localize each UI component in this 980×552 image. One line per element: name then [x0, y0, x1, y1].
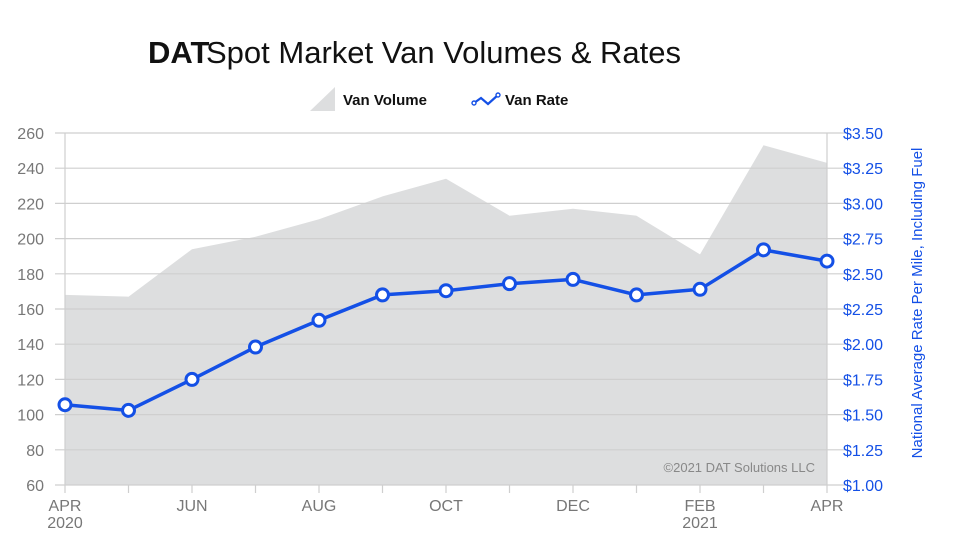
- y-right-tick-label: $3.50: [843, 126, 883, 143]
- van-rate-point: [692, 281, 708, 297]
- x-tick-label: APR: [811, 498, 844, 515]
- chart-title: DAT Spot Market Van Volumes & Rates: [148, 35, 681, 70]
- y-left-tick-label: 140: [17, 337, 44, 354]
- y-right-tick-label: $2.25: [843, 302, 883, 319]
- y-right-tick-label: $3.00: [843, 196, 883, 213]
- legend-item-van-rate[interactable]: Van Rate: [471, 92, 568, 109]
- x-tick-label: FEB 2021: [682, 498, 718, 532]
- x-tick-label: APR 2020: [47, 498, 83, 532]
- chart-title-brand: DAT: [148, 35, 209, 70]
- x-tick-label: DEC: [556, 498, 590, 515]
- van-rate-point: [248, 339, 263, 355]
- y-left-tick-label: 260: [17, 126, 44, 143]
- y-right-tick-label: $1.75: [843, 372, 883, 389]
- copyright-credit: ©2021 DAT Solutions LLC: [664, 460, 815, 475]
- y-right-tick-label: $1.50: [843, 408, 883, 425]
- y-left-tick-label: 180: [17, 267, 44, 284]
- y-right-tick-label: $2.50: [843, 267, 883, 284]
- legend-label-van-volume: Van Volume: [343, 92, 427, 109]
- y-left-tick-label: 200: [17, 232, 44, 249]
- van-rate-point: [311, 312, 327, 328]
- y-right-tick-label: $1.00: [843, 478, 883, 495]
- x-tick-label: AUG: [302, 498, 337, 515]
- y-axis-right-label: National Average Rate Per Mile, Includin…: [909, 148, 926, 459]
- chart-title-text: Spot Market Van Volumes & Rates: [206, 35, 681, 70]
- y-left-tick-label: 80: [26, 443, 44, 460]
- y-left-tick-label: 60: [26, 478, 44, 495]
- y-right-tick-label: $1.25: [843, 443, 883, 460]
- y-right-tick-label: $2.75: [843, 232, 883, 249]
- y-right-tick-label: $3.25: [843, 161, 883, 178]
- x-tick-label: OCT: [429, 498, 463, 515]
- van-rate-point: [502, 276, 517, 292]
- y-left-tick-label: 100: [17, 408, 44, 425]
- x-tick-label: JUN: [176, 498, 207, 515]
- y-left-tick-label: 220: [17, 196, 44, 213]
- van-rate-point: [438, 283, 454, 299]
- y-left-tick-label: 160: [17, 302, 44, 319]
- van-rate-point: [629, 287, 644, 303]
- legend-label-van-rate: Van Rate: [505, 92, 568, 109]
- y-left-tick-label: 240: [17, 161, 44, 178]
- van-rate-point: [184, 371, 200, 387]
- van-volume-area: [65, 145, 827, 486]
- van-rate-point: [121, 402, 136, 418]
- y-right-tick-label: $2.00: [843, 337, 883, 354]
- van-rate-point: [756, 242, 771, 258]
- area-swatch-icon: [310, 87, 335, 111]
- legend-item-van-volume[interactable]: Van Volume: [310, 87, 427, 111]
- line-swatch-icon: [471, 92, 501, 106]
- van-rate-point: [819, 253, 835, 269]
- van-rate-point: [565, 271, 581, 287]
- y-left-tick-label: 120: [17, 372, 44, 389]
- van-rate-point: [375, 287, 390, 303]
- van-rate-point: [57, 397, 73, 413]
- legend: Van Volume Van Rate: [310, 87, 568, 111]
